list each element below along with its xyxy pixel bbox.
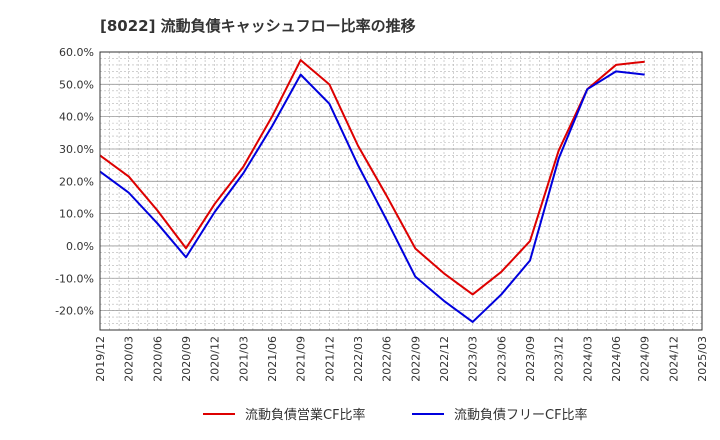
x-tick-label: 2023/03: [467, 336, 480, 382]
x-tick-label: 2023/12: [553, 336, 566, 382]
x-tick-label: 2021/09: [295, 336, 308, 382]
x-axis: 2019/12 2020/03 2020/06 2020/09 2020/12 2021/…: [94, 336, 709, 382]
y-tick-label: 20.0%: [59, 175, 94, 188]
y-axis: 60.0% 50.0% 40.0% 30.0% 20.0% 10.0% 0.0% -10.0%…: [55, 46, 94, 318]
x-tick-label: 2021/12: [323, 336, 336, 382]
x-tick-label: 2023/06: [495, 336, 508, 382]
y-tick-label: 30.0%: [59, 143, 94, 156]
legend-label-1: 流動負債営業CF比率: [245, 407, 366, 423]
x-tick-label: 2021/03: [237, 336, 250, 382]
legend: 流動負債営業CF比率 流動負債フリーCF比率: [203, 407, 588, 423]
series-line-1: [99, 59, 645, 296]
x-tick-label: 2024/12: [667, 336, 680, 382]
y-tick-label: 0.0%: [66, 240, 94, 253]
x-tick-label: 2020/03: [123, 336, 136, 382]
x-tick-label: 2023/09: [524, 336, 537, 382]
x-tick-label: 2024/06: [610, 336, 623, 382]
y-tick-label: 60.0%: [59, 46, 94, 59]
x-tick-label: 2022/06: [381, 336, 394, 382]
x-tick-label: 2021/06: [266, 336, 279, 382]
y-tick-label: -10.0%: [55, 272, 94, 285]
y-tick-label: -20.0%: [55, 305, 94, 318]
x-tick-label: 2022/09: [409, 336, 422, 382]
series-lines: [99, 59, 645, 323]
chart-title: [8022] 流動負債キャッシュフロー比率の推移: [100, 17, 416, 35]
plot-area: [100, 52, 702, 330]
x-tick-label: 2020/06: [151, 336, 164, 382]
x-tick-label: 2022/03: [352, 336, 365, 382]
legend-label-2: 流動負債フリーCF比率: [454, 407, 588, 423]
x-tick-label: 2024/09: [639, 336, 652, 382]
plot-border: [99, 51, 703, 331]
x-tick-label: 2020/12: [209, 336, 222, 382]
x-tick-label: 2025/03: [696, 336, 709, 382]
grid: [99, 51, 703, 331]
series-line-2: [99, 70, 645, 323]
x-tick-label: 2019/12: [94, 336, 107, 382]
y-tick-label: 50.0%: [59, 78, 94, 91]
x-tick-label: 2022/12: [438, 336, 451, 382]
y-tick-label: 40.0%: [59, 111, 94, 124]
y-tick-label: 10.0%: [59, 208, 94, 221]
x-tick-label: 2024/03: [581, 336, 594, 382]
x-tick-label: 2020/09: [180, 336, 193, 382]
